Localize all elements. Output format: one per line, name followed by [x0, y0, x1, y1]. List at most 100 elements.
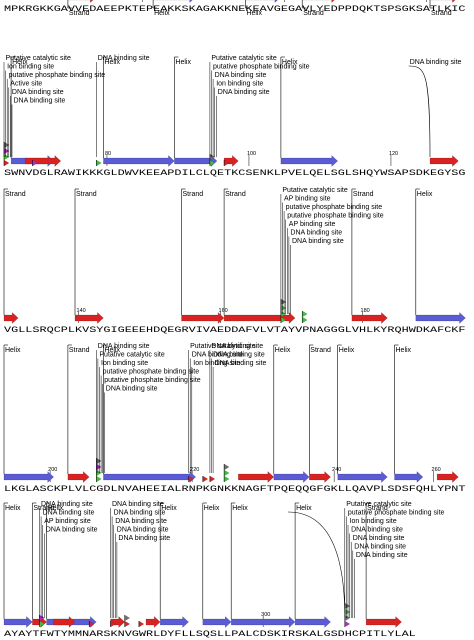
site-marker	[223, 469, 230, 477]
strand-label: Strand	[431, 10, 452, 17]
site-label: putative phosphate binding site	[213, 64, 310, 71]
helix-arrow	[415, 312, 466, 324]
site-label: putative phosphate binding site	[9, 72, 106, 79]
site-label: DNA binding site	[292, 238, 344, 245]
site-label: DNA binding site	[290, 230, 342, 237]
site-marker	[3, 147, 10, 155]
helix-label: Helix	[5, 505, 21, 512]
site-label: Ion binding site	[101, 360, 148, 367]
site-label: Ion binding site	[193, 360, 240, 367]
helix-arrow	[245, 0, 278, 3]
site-marker	[3, 159, 10, 167]
site-marker	[96, 159, 102, 167]
helix-arrow	[103, 155, 175, 167]
site-marker	[202, 475, 209, 483]
strand-arrow	[181, 312, 225, 324]
site-label: AP binding site	[289, 221, 336, 228]
site-marker	[209, 475, 216, 483]
strand-arrow	[238, 471, 275, 483]
site-label: DNA binding site	[46, 527, 98, 534]
helix-label: Helix	[161, 505, 177, 512]
site-marker	[344, 620, 351, 628]
site-label: Ion binding site	[350, 518, 397, 525]
site-marker	[96, 457, 102, 465]
position-number: 140	[77, 308, 86, 314]
site-marker	[302, 316, 308, 324]
sequence-text: VGLLSRQCPLKVSYGIGEEEHDQEGRVIVAEDDAFVLVTA…	[4, 325, 465, 335]
helix-label: Helix	[246, 10, 262, 17]
site-label: putative phosphate binding site	[103, 369, 200, 376]
site-label: DNA binding site	[115, 518, 167, 525]
site-label: DNA binding site	[106, 386, 158, 393]
strand-arrow	[436, 471, 459, 483]
site-marker	[223, 463, 230, 471]
site-marker	[223, 475, 230, 483]
site-label: AP binding site	[284, 196, 331, 203]
helix-arrow	[294, 616, 331, 628]
strand-arrow	[25, 155, 62, 167]
strand-arrow	[309, 471, 331, 483]
site-label: DNA binding site	[117, 527, 169, 534]
site-marker	[344, 608, 351, 616]
site-label: DNA binding site	[41, 501, 93, 508]
strand-label: Strand	[5, 191, 26, 198]
site-label: DNA binding site	[356, 552, 408, 559]
site-label: Active site	[10, 81, 42, 88]
helix-arrow	[3, 616, 33, 628]
strand-label: Strand	[69, 10, 90, 17]
position-number: 100	[247, 151, 256, 157]
sequence-text: SWNVDGLRAWIKKKGLDWVKEEAPDILCLQETKCSENKLP…	[4, 168, 465, 178]
helix-arrow	[159, 616, 189, 628]
site-marker	[124, 620, 130, 628]
strand-label: Strand	[303, 10, 324, 17]
site-label: putative phosphate binding site	[286, 204, 383, 211]
helix-label: Helix	[396, 347, 412, 354]
site-label: DNA binding site	[98, 343, 150, 350]
site-label: DNA binding site	[211, 343, 263, 350]
strand-label: Strand	[225, 191, 246, 198]
helix-label: Helix	[204, 505, 220, 512]
site-label: DNA binding site	[12, 89, 64, 96]
strand-label: Strand	[76, 191, 97, 198]
strand-arrow	[67, 0, 94, 3]
strand-arrow	[429, 0, 456, 3]
strand-label: Strand	[353, 191, 374, 198]
site-marker	[280, 304, 287, 312]
site-label: Ion binding site	[216, 81, 263, 88]
strand-arrow	[429, 155, 459, 167]
site-label: DNA binding site	[192, 352, 244, 359]
position-number: 180	[361, 308, 370, 314]
helix-arrow	[394, 471, 424, 483]
site-marker	[96, 463, 102, 471]
strand-arrow	[145, 616, 161, 628]
site-label: DNA binding site	[353, 535, 405, 542]
site-marker	[344, 602, 351, 610]
site-label: putative phosphate binding site	[348, 510, 445, 517]
helix-label: Helix	[275, 347, 291, 354]
site-marker	[3, 141, 10, 149]
helix-label: Helix	[282, 59, 298, 66]
position-number: 220	[190, 467, 199, 473]
site-label: DNA binding site	[215, 360, 267, 367]
position-number: 160	[219, 308, 228, 314]
helix-arrow	[230, 616, 296, 628]
site-marker	[138, 620, 145, 628]
helix-label: Helix	[154, 10, 170, 17]
site-connector	[408, 65, 431, 158]
strand-label: Strand	[69, 347, 90, 354]
site-marker	[344, 614, 351, 622]
site-marker	[96, 469, 102, 477]
helix-label: Helix	[104, 347, 120, 354]
strand-label: Strand	[33, 505, 54, 512]
site-label: DNA binding site	[98, 55, 150, 62]
site-marker	[124, 614, 130, 622]
helix-label: Helix	[232, 505, 248, 512]
site-label: DNA binding site	[43, 510, 95, 517]
site-label: Putative catalytic site	[211, 55, 276, 62]
position-number: 80	[105, 151, 111, 157]
site-label: DNA binding site	[215, 72, 267, 79]
sequence-text: AYAYTFWTYMMNARSKNVGWRLDYFLLSQSLLPALCDSKI…	[4, 629, 416, 639]
site-label: DNA binding site	[213, 352, 265, 359]
site-label: putative phosphate binding site	[104, 377, 201, 384]
helix-label: Helix	[5, 347, 21, 354]
